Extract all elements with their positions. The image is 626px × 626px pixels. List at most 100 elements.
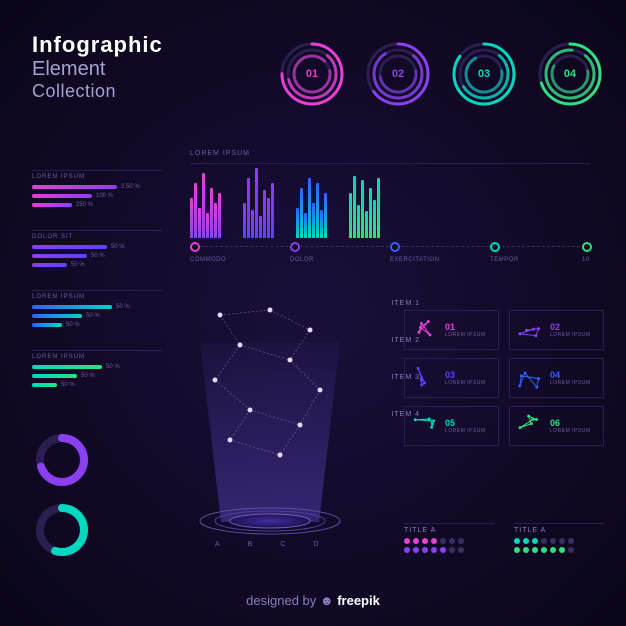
hbar-row: 100 % xyxy=(32,193,162,199)
rating-dot xyxy=(404,547,410,553)
bar xyxy=(353,176,356,238)
geo-shape-icon xyxy=(409,411,439,441)
bar xyxy=(194,183,197,238)
bar xyxy=(296,208,299,238)
title-line-2: Element xyxy=(32,58,163,81)
title-line-1: Infographic xyxy=(32,32,163,58)
hbar xyxy=(32,323,62,327)
hbar-group: LOREM IPSUM 2.50 % 100 % 250 % xyxy=(32,170,162,208)
hologram-item-label: ITEM 1 xyxy=(391,300,420,307)
rating-dot xyxy=(541,538,547,544)
bar xyxy=(214,203,217,238)
rating-dot xyxy=(514,547,520,553)
hbar-row: 50 % xyxy=(32,373,162,379)
bar xyxy=(324,193,327,238)
hbar-row: 50 % xyxy=(32,322,162,328)
mini-donut-chart xyxy=(32,430,92,490)
dot-row xyxy=(404,538,494,544)
progress-ring-02: 02 xyxy=(364,40,432,108)
hbar-label: LOREM IPSUM xyxy=(32,170,162,180)
rating-dot xyxy=(532,547,538,553)
rating-dot xyxy=(431,538,437,544)
hbar-value: 50 % xyxy=(91,253,105,259)
rating-dot xyxy=(404,538,410,544)
hbar xyxy=(32,305,112,309)
rating-dot xyxy=(431,547,437,553)
hbar-row: 50 % xyxy=(32,304,162,310)
bar xyxy=(320,210,323,238)
timeline-dot xyxy=(290,242,300,252)
bar-chart-timeline: COMMODODOLOREXERCITATIONTEMPOR10 xyxy=(190,246,590,264)
bar xyxy=(190,198,193,238)
hbar-label: DOLOR SIT xyxy=(32,230,162,240)
geo-info: 05 LOREM IPSUM xyxy=(445,418,486,434)
horizontal-bars-panel: LOREM IPSUM 2.50 % 100 % 250 %DOLOR SIT … xyxy=(32,170,162,410)
geo-number: 02 xyxy=(550,322,591,332)
hbar-value: 50 % xyxy=(111,244,125,250)
bar xyxy=(316,183,319,238)
bar xyxy=(373,200,376,238)
geo-cell-06: 06 LOREM IPSUM xyxy=(509,406,604,446)
hbar-label: LOREM IPSUM xyxy=(32,290,162,300)
rating-dot xyxy=(458,547,464,553)
footer-prefix: designed by xyxy=(246,593,320,608)
geo-info: 03 LOREM IPSUM xyxy=(445,370,486,386)
header: Infographic Element Collection xyxy=(32,32,163,102)
bar xyxy=(365,211,368,238)
bar xyxy=(243,203,246,238)
rating-dot xyxy=(550,538,556,544)
hbar-row: 50 % xyxy=(32,244,162,250)
hbar-row: 50 % xyxy=(32,382,162,388)
bar-group xyxy=(296,178,327,238)
dots-rating-panel: TITLE ATITLE A xyxy=(404,523,604,556)
timeline-label: DOLOR xyxy=(290,257,314,263)
rating-dot xyxy=(440,538,446,544)
footer-attribution: designed by ☻ freepik xyxy=(0,593,626,608)
ring-number: 02 xyxy=(392,68,404,80)
hologram-axis-labels: ABCD xyxy=(215,541,318,548)
rating-dot xyxy=(523,538,529,544)
bar-chart: LOREM IPSUM COMMODODOLOREXERCITATIONTEMP… xyxy=(190,150,590,264)
bar xyxy=(312,203,315,238)
hbar-value: 250 % xyxy=(76,202,93,208)
rating-dot xyxy=(440,547,446,553)
hbar xyxy=(32,314,82,318)
geo-row: 03 LOREM IPSUM 04 LOREM IPSUM xyxy=(404,358,604,398)
bar xyxy=(349,193,352,238)
bar xyxy=(255,168,258,238)
dots-title: TITLE A xyxy=(404,523,494,534)
hbar-value: 50 % xyxy=(86,313,100,319)
hologram-axis-label: D xyxy=(313,541,318,548)
geo-number: 05 xyxy=(445,418,486,428)
geo-shape-icon xyxy=(514,315,544,345)
dots-column: TITLE A xyxy=(404,523,494,556)
geo-info: 06 LOREM IPSUM xyxy=(550,418,591,434)
timeline-label: COMMODO xyxy=(190,257,226,263)
bar xyxy=(251,210,254,238)
bar-group xyxy=(349,176,380,238)
hbar-value: 50 % xyxy=(81,373,95,379)
ring-number: 04 xyxy=(564,68,576,80)
bar xyxy=(206,213,209,238)
bar xyxy=(377,178,380,238)
timeline-dot xyxy=(390,242,400,252)
geo-row: 05 LOREM IPSUM 06 LOREM IPSUM xyxy=(404,406,604,446)
bar xyxy=(198,208,201,238)
hbar xyxy=(32,365,102,369)
hbar xyxy=(32,383,57,387)
hologram-axis-label: A xyxy=(215,541,220,548)
hbar-group: LOREM IPSUM 50 % 50 % 50 % xyxy=(32,290,162,328)
bar xyxy=(218,193,221,238)
hologram-chart: ITEM 1ITEM 2ITEM 3ITEM 4 ABCD xyxy=(180,300,360,540)
geo-shapes-panel: 01 LOREM IPSUM 02 LOREM IPSUM 03 LOREM I… xyxy=(404,310,604,454)
bar xyxy=(247,178,250,238)
timeline-label: TEMPOR xyxy=(490,257,519,263)
geo-cell-05: 05 LOREM IPSUM xyxy=(404,406,499,446)
rating-dot xyxy=(514,538,520,544)
hbar-row: 50 % xyxy=(32,262,162,268)
geo-cell-04: 04 LOREM IPSUM xyxy=(509,358,604,398)
hbar xyxy=(32,203,72,207)
ring-number: 03 xyxy=(478,68,490,80)
rating-dot xyxy=(523,547,529,553)
hbar-value: 50 % xyxy=(61,382,75,388)
